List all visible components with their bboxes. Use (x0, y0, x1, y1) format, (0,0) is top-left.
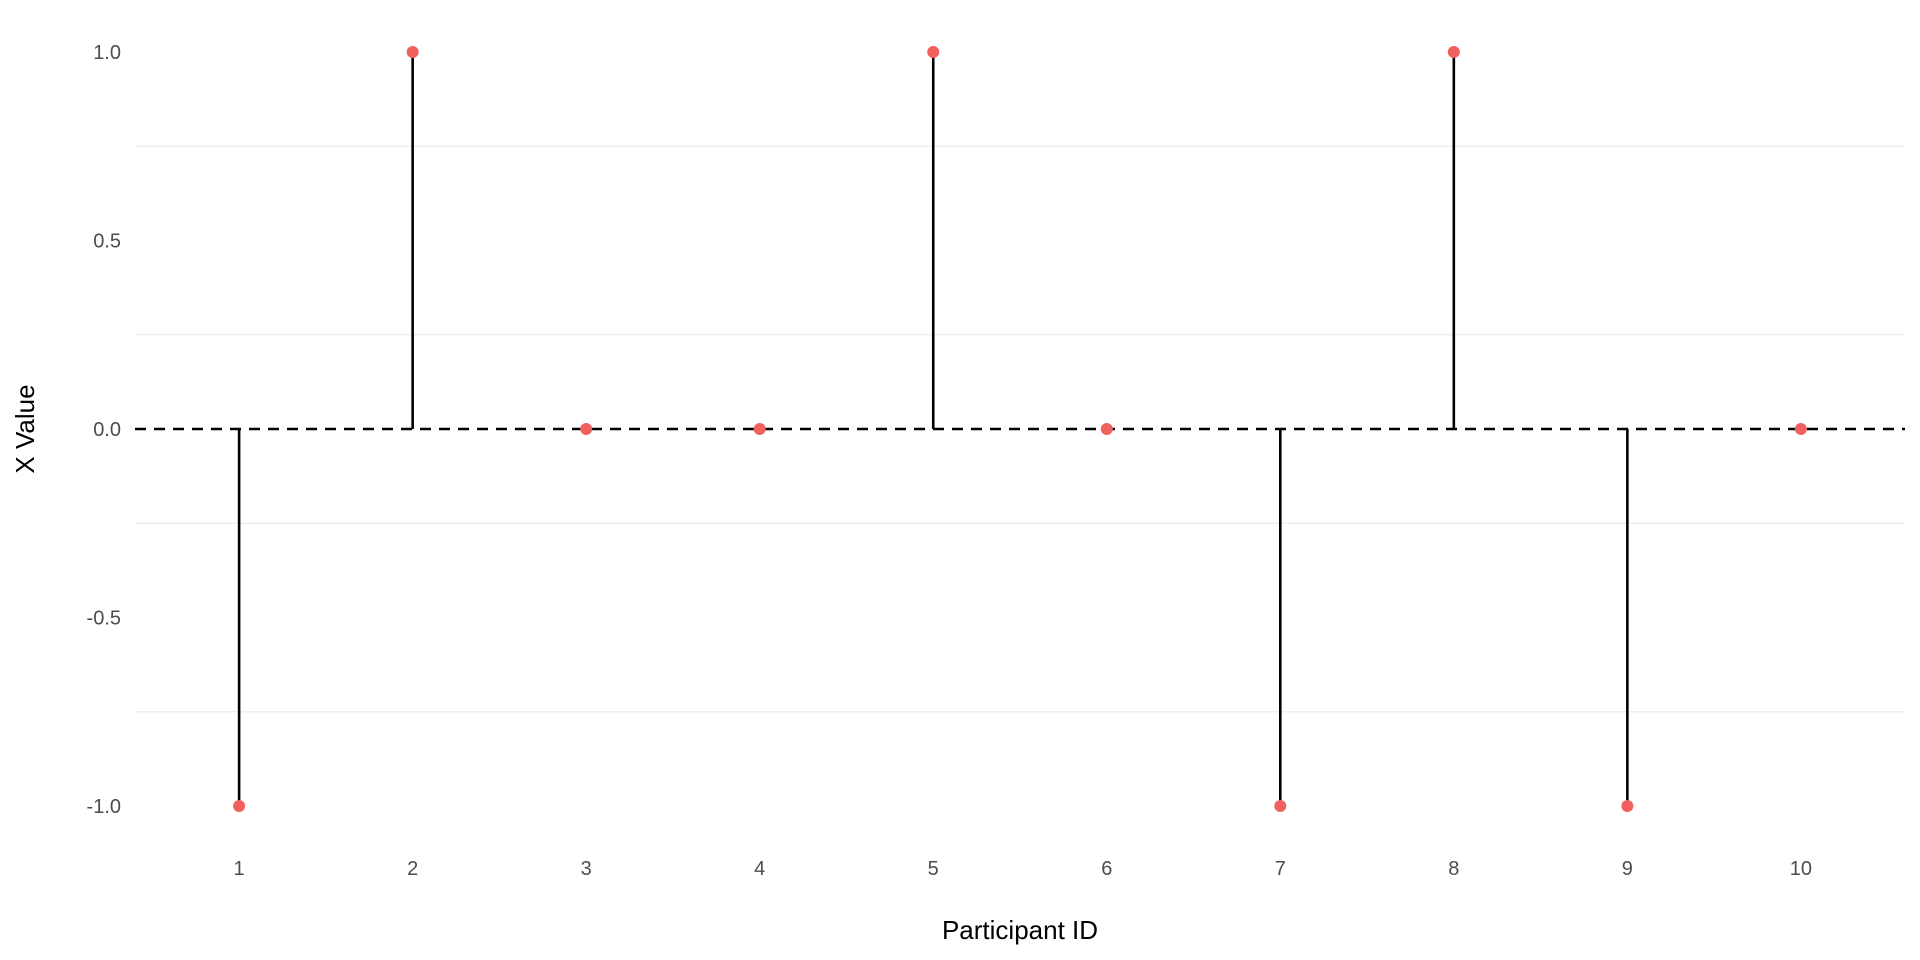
y-axis-ticks: -1.0 -0.5 0.0 0.5 1.0 (87, 42, 121, 818)
x-tick-label: 5 (928, 858, 939, 880)
x-tick-label: 7 (1275, 858, 1286, 880)
data-point-7 (1274, 800, 1287, 812)
data-point-9 (1621, 800, 1634, 812)
y-tick-label: -0.5 (87, 608, 121, 630)
x-tick-label: 10 (1790, 858, 1812, 880)
data-point-10 (1794, 423, 1807, 435)
grid-lines (135, 145, 1905, 713)
x-tick-label: 3 (581, 858, 592, 880)
data-point-2 (406, 46, 419, 58)
x-axis-title: Participant ID (942, 915, 1098, 945)
stems (237, 52, 1629, 806)
x-tick-label: 4 (754, 858, 765, 880)
x-tick-label: 8 (1448, 858, 1459, 880)
x-tick-label: 6 (1101, 858, 1112, 880)
x-tick-label: 2 (407, 858, 418, 880)
y-tick-label: -1.0 (87, 796, 121, 818)
data-points (233, 46, 1807, 812)
data-point-6 (1100, 423, 1113, 435)
data-point-5 (927, 46, 940, 58)
y-tick-label: 0.5 (93, 231, 121, 253)
y-axis-title: X Value (10, 384, 40, 473)
data-point-8 (1447, 46, 1460, 58)
x-tick-label: 9 (1622, 858, 1633, 880)
y-tick-label: 0.0 (93, 419, 121, 441)
data-point-1 (233, 800, 246, 812)
x-axis-ticks: 1 2 3 4 5 6 7 8 9 10 (234, 858, 1812, 880)
data-point-3 (580, 423, 593, 435)
x-tick-label: 1 (234, 858, 245, 880)
data-point-4 (753, 423, 766, 435)
y-tick-label: 1.0 (93, 42, 121, 64)
